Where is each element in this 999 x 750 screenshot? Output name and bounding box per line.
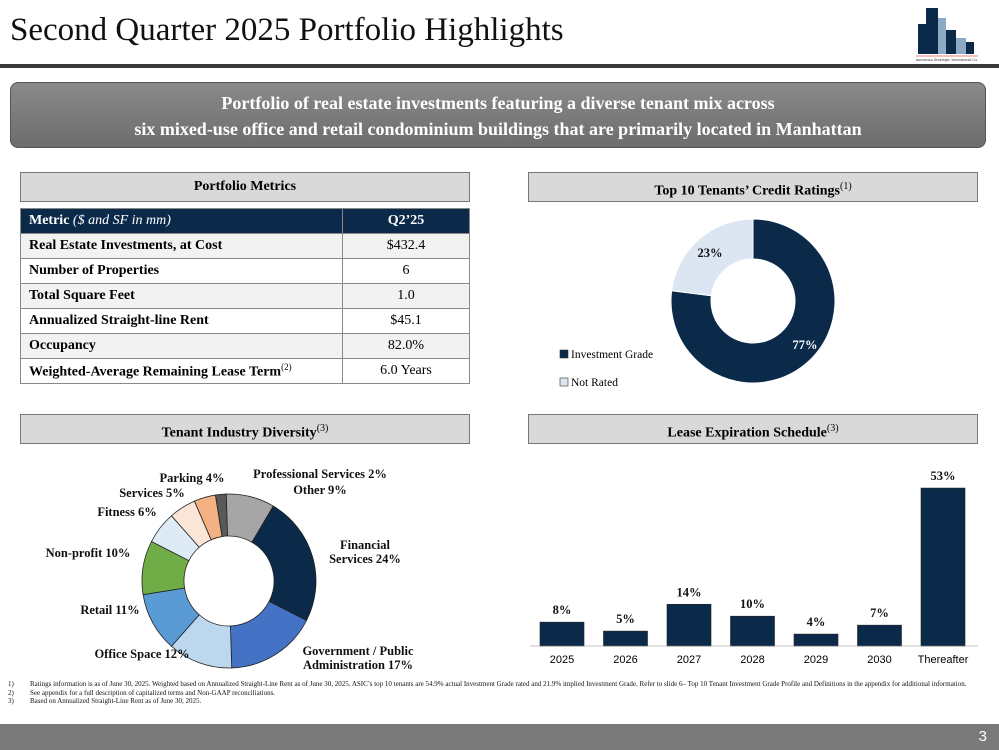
- company-logo: American Strategic Investment Co.: [915, 8, 979, 62]
- data-label: Other 9%: [293, 483, 347, 497]
- footer-bar: [0, 724, 999, 750]
- data-label: Services 5%: [119, 486, 185, 500]
- row-label: Number of Properties: [20, 258, 343, 284]
- section-header-lease: Lease Expiration Schedule(3): [528, 414, 978, 444]
- table-row: Weighted-Average Remaining Lease Term(2)…: [20, 358, 470, 384]
- slice-not-rated: [671, 218, 754, 297]
- data-label: Parking 4%: [160, 471, 225, 485]
- data-label: Non-profit 10%: [46, 546, 131, 560]
- x-tick-label: Thereafter: [918, 654, 969, 666]
- bar-2025: [539, 621, 585, 647]
- section-header-credit: Top 10 Tenants’ Credit Ratings(1): [528, 172, 978, 202]
- slice-investment-grade: [670, 218, 836, 384]
- bar-value-label: 7%: [870, 606, 889, 620]
- credit-ratings-chart: 77% 23% Investment Grade Not Rated: [559, 218, 836, 389]
- legend-swatch: [559, 377, 569, 387]
- x-tick-label: 2030: [867, 654, 891, 666]
- data-label: 77%: [793, 338, 818, 352]
- bar-2026: [603, 630, 648, 647]
- row-value: 6.0 Years: [342, 358, 470, 384]
- x-tick-label: 2026: [613, 654, 637, 666]
- footnotes: 1) Ratings information is as of June 30, …: [8, 680, 966, 706]
- legend-label: Not Rated: [571, 377, 618, 389]
- section-title: Top 10 Tenants’ Credit Ratings: [654, 183, 840, 199]
- table-row: Total Square Feet 1.0: [20, 283, 470, 309]
- bar-Thereafter: [920, 487, 966, 647]
- legend-swatch: [559, 349, 569, 359]
- banner-line-1: Portfolio of real estate investments fea…: [221, 93, 775, 113]
- section-header-industry: Tenant Industry Diversity(3): [20, 414, 470, 444]
- lease-expiration-chart: 8% 2025 5% 2026 14% 2027 10% 2028 4% 2029 7% 2030 53…: [530, 469, 978, 666]
- data-label: Financial Services 24%: [329, 538, 401, 566]
- bar-value-label: 4%: [807, 615, 826, 629]
- page-number: 3: [978, 728, 987, 745]
- portfolio-metrics-table: Metric ($ and SF in mm) Q2’25 Real Estate…: [20, 208, 470, 384]
- data-label: Government / Public Administration 17%: [302, 644, 414, 672]
- row-value: $432.4: [342, 233, 470, 259]
- row-value: $45.1: [342, 308, 470, 334]
- data-label: Office Space 12%: [94, 647, 189, 661]
- header-metric: Metric ($ and SF in mm): [20, 208, 343, 234]
- summary-banner: Portfolio of real estate investments fea…: [10, 82, 986, 148]
- section-title: Tenant Industry Diversity: [161, 425, 317, 441]
- legend-label: Investment Grade: [571, 349, 653, 361]
- bar-value-label: 53%: [931, 469, 956, 483]
- row-label: Annualized Straight-line Rent: [20, 308, 343, 334]
- table-row: Real Estate Investments, at Cost $432.4: [20, 233, 470, 259]
- bar-2027: [666, 603, 712, 647]
- header-period: Q2’25: [342, 208, 470, 234]
- section-title: Portfolio Metrics: [193, 179, 297, 194]
- bar-2028: [730, 615, 775, 647]
- x-tick-label: 2028: [740, 654, 764, 666]
- section-title: Lease Expiration Schedule: [667, 425, 827, 441]
- svg-text:American Strategic Investment: American Strategic Investment Co.: [915, 58, 979, 62]
- row-label: Weighted-Average Remaining Lease Term(2): [20, 358, 343, 384]
- row-label: Occupancy: [20, 333, 343, 359]
- section-header-metrics: Portfolio Metrics: [20, 172, 470, 202]
- title-rule: [0, 64, 999, 68]
- footnote: 3) Based on Annualized Straight-Line Rent…: [8, 697, 202, 705]
- table-row: Occupancy 82.0%: [20, 333, 470, 359]
- bar-value-label: 8%: [553, 603, 572, 617]
- row-value: 6: [342, 258, 470, 284]
- row-value: 82.0%: [342, 333, 470, 359]
- table-row: Annualized Straight-line Rent $45.1: [20, 308, 470, 334]
- footnote: 2) See appendix for a full description of…: [8, 688, 276, 697]
- data-label: Retail 11%: [80, 603, 139, 617]
- data-label: Professional Services 2%: [253, 467, 387, 481]
- bar-2029: [793, 633, 839, 647]
- bar-value-label: 14%: [677, 585, 702, 599]
- page-title: Second Quarter 2025 Portfolio Highlights: [10, 12, 564, 48]
- row-label: Total Square Feet: [20, 283, 343, 309]
- footnote-ref: (3): [316, 423, 329, 434]
- slice-parking: [193, 494, 223, 541]
- data-label: 23%: [698, 246, 723, 260]
- x-tick-label: 2027: [677, 654, 701, 666]
- table-row: Number of Properties 6: [20, 258, 470, 284]
- footnote-ref: (1): [840, 181, 852, 192]
- footnote: 1) Ratings information is as of June 30, …: [8, 680, 967, 688]
- footnote-ref: (3): [826, 423, 839, 434]
- industry-diversity-chart: Professional Services 2% Other 9% Financia…: [46, 467, 414, 672]
- x-tick-label: 2025: [550, 654, 574, 666]
- data-label: Fitness 6%: [97, 505, 156, 519]
- bar-value-label: 10%: [740, 597, 765, 611]
- row-value: 1.0: [342, 283, 470, 309]
- x-tick-label: 2029: [804, 654, 828, 666]
- banner-line-2: six mixed-use office and retail condomin…: [134, 119, 862, 139]
- row-label: Real Estate Investments, at Cost: [20, 233, 343, 259]
- bar-2030: [857, 624, 902, 647]
- table-header: Metric ($ and SF in mm) Q2’25: [20, 208, 470, 234]
- bar-value-label: 5%: [616, 612, 635, 626]
